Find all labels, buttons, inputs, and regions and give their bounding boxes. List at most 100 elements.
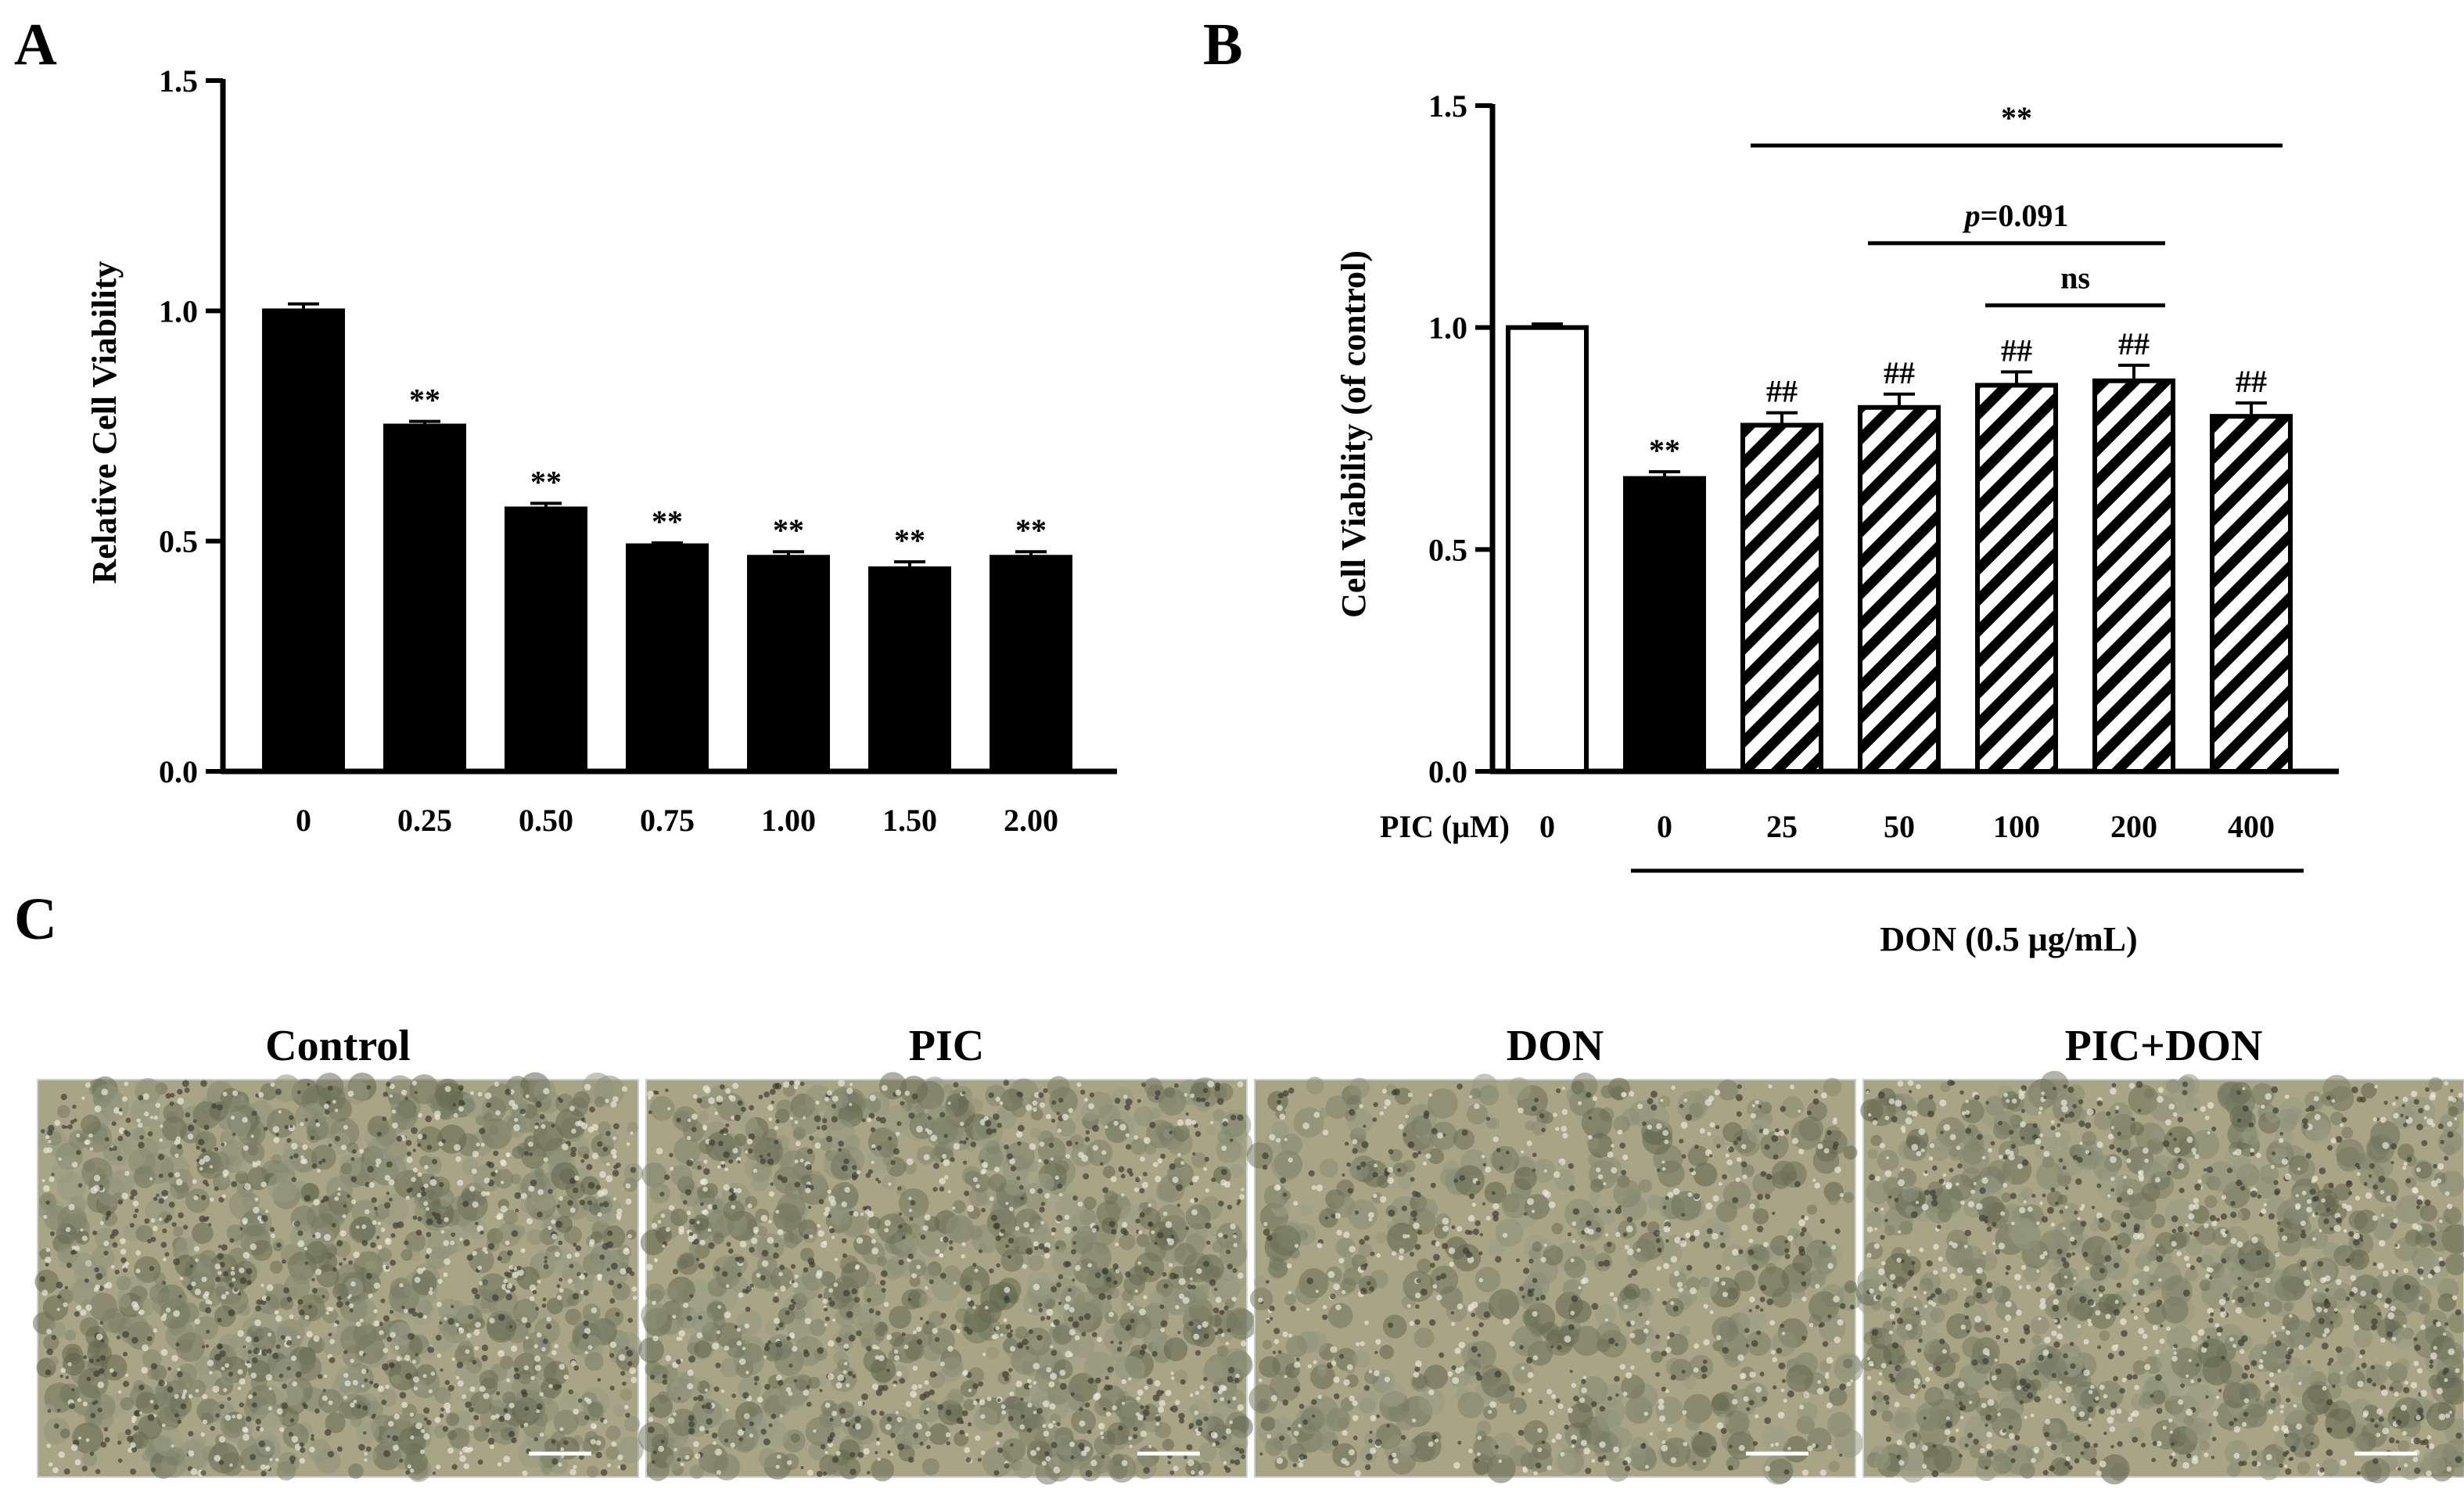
cell-speck bbox=[803, 1389, 810, 1396]
cell-speck bbox=[219, 1350, 226, 1357]
cell-speck bbox=[135, 1250, 142, 1256]
cell-speck bbox=[490, 1171, 496, 1177]
cell-speck bbox=[1661, 1160, 1665, 1164]
cell-speck bbox=[569, 1468, 576, 1476]
cell-speck bbox=[686, 1315, 692, 1321]
cell bbox=[1133, 1106, 1154, 1127]
cell-speck bbox=[1755, 1100, 1759, 1105]
cell-speck bbox=[428, 1389, 433, 1393]
cell-speck bbox=[459, 1237, 463, 1242]
cell bbox=[443, 1226, 469, 1253]
cell-speck bbox=[1005, 1244, 1010, 1249]
cell-speck bbox=[612, 1136, 617, 1141]
cell-speck bbox=[1068, 1108, 1074, 1113]
cell-speck bbox=[1085, 1469, 1093, 1477]
cell-speck bbox=[1173, 1465, 1179, 1472]
cell-speck bbox=[1415, 1360, 1422, 1368]
cell-speck bbox=[829, 1432, 835, 1438]
cell-speck bbox=[849, 1451, 856, 1458]
cell-speck bbox=[793, 1378, 797, 1382]
cell bbox=[735, 1360, 754, 1378]
cell-speck bbox=[322, 1389, 326, 1393]
cell-speck bbox=[194, 1289, 201, 1296]
cell-speck bbox=[570, 1146, 577, 1153]
cell-speck bbox=[687, 1382, 694, 1390]
cell-speck bbox=[110, 1234, 115, 1239]
cell bbox=[1752, 1208, 1769, 1225]
cell-speck bbox=[1022, 1263, 1027, 1269]
cell bbox=[1594, 1303, 1617, 1326]
cell-speck bbox=[1234, 1459, 1241, 1466]
cell bbox=[1133, 1455, 1157, 1479]
cell-speck bbox=[567, 1199, 573, 1206]
panel-a-x-tick-label: 0.50 bbox=[519, 803, 573, 838]
cell-speck bbox=[487, 1162, 495, 1169]
cell-speck bbox=[230, 1115, 235, 1120]
cell bbox=[1106, 1422, 1130, 1446]
cell-speck bbox=[340, 1145, 347, 1150]
cell-speck bbox=[473, 1414, 480, 1421]
cell-speck bbox=[734, 1114, 741, 1122]
cell bbox=[1679, 1325, 1690, 1337]
cell-speck bbox=[1039, 1206, 1045, 1213]
cell-speck bbox=[1227, 1204, 1233, 1210]
cell-speck bbox=[1491, 1191, 1496, 1195]
cell-speck bbox=[775, 1209, 780, 1214]
cell bbox=[900, 1076, 928, 1104]
cell-speck bbox=[504, 1413, 512, 1421]
cell-speck bbox=[781, 1176, 788, 1184]
cell-speck bbox=[1033, 1283, 1040, 1291]
cell-speck bbox=[852, 1374, 857, 1378]
cell-speck bbox=[60, 1094, 67, 1101]
cell-speck bbox=[469, 1407, 474, 1413]
cell-speck bbox=[165, 1307, 171, 1313]
cell-speck bbox=[520, 1389, 527, 1396]
cell-speck bbox=[943, 1159, 950, 1166]
cell-speck bbox=[56, 1281, 63, 1289]
cell-speck bbox=[1090, 1459, 1097, 1467]
cell-speck bbox=[724, 1167, 729, 1172]
cell bbox=[173, 1226, 184, 1237]
cell bbox=[533, 1317, 561, 1344]
cell-speck bbox=[160, 1349, 168, 1357]
cell-speck bbox=[1431, 1128, 1438, 1134]
panel-a-significance-label: ** bbox=[773, 512, 804, 548]
cell-speck bbox=[1211, 1177, 1216, 1183]
cell bbox=[1248, 1384, 1279, 1414]
cell-speck bbox=[981, 1207, 986, 1213]
cell-speck bbox=[1000, 1333, 1004, 1337]
cell-speck bbox=[217, 1317, 222, 1323]
cell-speck bbox=[541, 1346, 546, 1352]
cell-speck bbox=[410, 1468, 415, 1473]
cell-speck bbox=[871, 1383, 878, 1390]
cell-speck bbox=[477, 1459, 483, 1465]
cell bbox=[1015, 1326, 1028, 1339]
cell-speck bbox=[417, 1192, 422, 1198]
cell-speck bbox=[250, 1134, 254, 1138]
cell bbox=[1495, 1218, 1524, 1247]
cell-speck bbox=[629, 1367, 636, 1375]
cell-speck bbox=[1125, 1271, 1131, 1278]
cell-speck bbox=[1160, 1320, 1168, 1328]
cell-speck bbox=[1036, 1407, 1043, 1414]
cell-speck bbox=[390, 1260, 397, 1266]
cell-speck bbox=[912, 1432, 919, 1439]
cell bbox=[756, 1225, 768, 1237]
cell-speck bbox=[697, 1394, 704, 1402]
cell bbox=[242, 1192, 260, 1209]
cell-speck bbox=[599, 1254, 605, 1260]
cell bbox=[1151, 1340, 1166, 1353]
cell bbox=[1507, 1076, 1531, 1101]
cell-speck bbox=[420, 1186, 426, 1191]
cell-speck bbox=[93, 1184, 100, 1192]
cell-speck bbox=[765, 1342, 770, 1347]
cell-speck bbox=[752, 1226, 760, 1233]
cell-speck bbox=[885, 1424, 892, 1430]
cell-speck bbox=[1374, 1163, 1378, 1168]
cell-speck bbox=[511, 1437, 517, 1443]
cell-speck bbox=[837, 1374, 845, 1382]
cell-speck bbox=[1203, 1416, 1209, 1422]
cell-speck bbox=[739, 1358, 746, 1365]
cell bbox=[1057, 1117, 1076, 1137]
cell-speck bbox=[1597, 1174, 1604, 1180]
